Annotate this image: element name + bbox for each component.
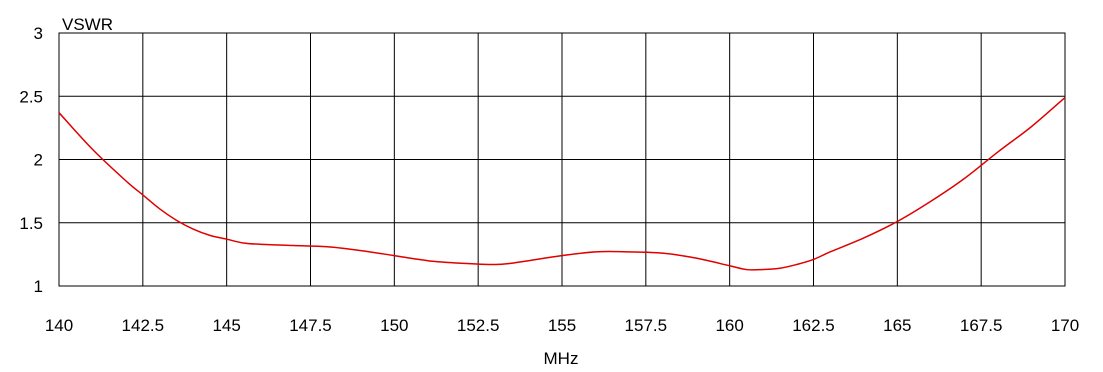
x-tick-label: 142.5 <box>122 316 165 335</box>
x-tick-label: 152.5 <box>457 316 500 335</box>
y-tick-label: 1.5 <box>19 214 43 233</box>
x-tick-label: 170 <box>1051 316 1079 335</box>
y-axis-ticks: 1 1.5 2 2.5 3 <box>19 24 43 296</box>
x-axis-title: MHz <box>544 349 579 368</box>
y-tick-label: 2 <box>34 151 43 170</box>
y-tick-label: 3 <box>34 24 43 43</box>
plot-frame <box>58 32 1066 287</box>
x-tick-label: 147.5 <box>289 316 332 335</box>
vswr-series-line <box>58 96 1066 271</box>
x-axis-ticks: 140 142.5 145 147.5 150 152.5 155 157.5 160 162.5… <box>45 316 1079 335</box>
x-tick-label: 150 <box>380 316 408 335</box>
y-tick-label: 1 <box>34 277 43 296</box>
x-tick-label: 167.5 <box>960 316 1003 335</box>
y-tick-label: 2.5 <box>19 87 43 106</box>
x-tick-label: 155 <box>548 316 576 335</box>
grid <box>58 32 1066 287</box>
x-tick-label: 165 <box>883 316 911 335</box>
plot-area <box>58 96 1066 271</box>
x-tick-label: 145 <box>212 316 240 335</box>
y-axis-title: VSWR <box>62 15 113 34</box>
x-tick-label: 160 <box>715 316 743 335</box>
x-tick-label: 140 <box>45 316 73 335</box>
x-tick-label: 157.5 <box>625 316 668 335</box>
x-tick-label: 162.5 <box>792 316 835 335</box>
